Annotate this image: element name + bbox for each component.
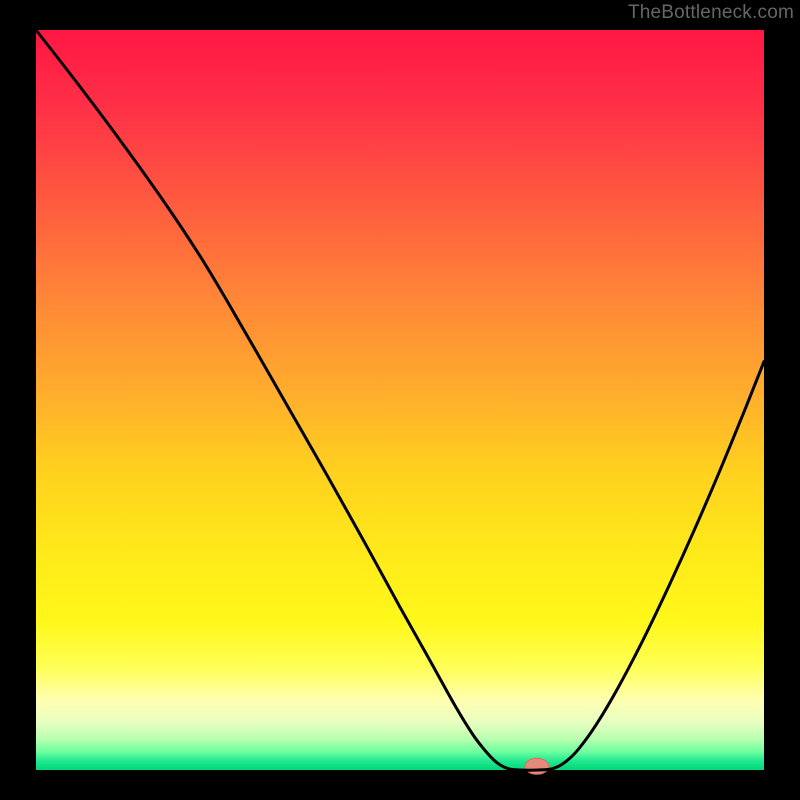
bottleneck-chart (0, 0, 800, 800)
optimal-point-marker (525, 758, 549, 774)
watermark-text: TheBottleneck.com (628, 2, 794, 24)
gradient-background (36, 30, 764, 770)
chart-container: TheBottleneck.com (0, 0, 800, 800)
